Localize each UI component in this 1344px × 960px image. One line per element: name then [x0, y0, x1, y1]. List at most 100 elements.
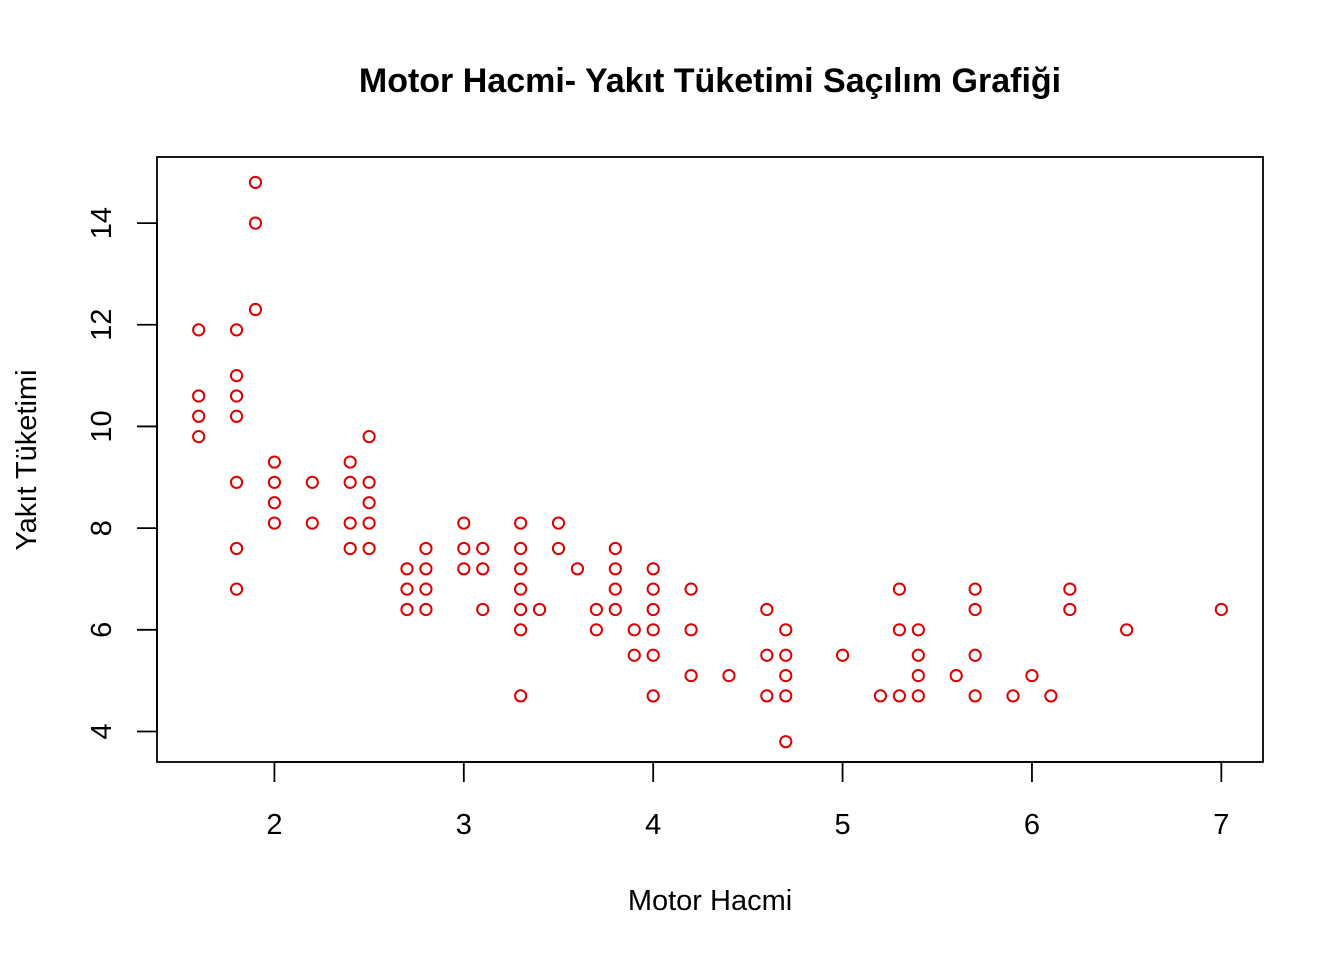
data-point — [400, 562, 414, 576]
y-tick-label: 12 — [86, 309, 118, 341]
data-point — [419, 541, 433, 556]
y-axis-label: Yakıt Tüketimi — [11, 369, 43, 550]
data-point — [760, 689, 774, 703]
data-point — [892, 689, 906, 703]
data-point — [684, 623, 698, 637]
data-points — [192, 175, 1228, 749]
data-point — [892, 623, 906, 637]
data-point — [192, 430, 206, 444]
data-point — [968, 602, 982, 617]
data-point — [968, 582, 982, 596]
data-point — [343, 516, 357, 530]
data-point — [1025, 668, 1039, 683]
data-point — [911, 689, 925, 703]
data-point — [514, 623, 528, 637]
data-point — [760, 602, 774, 617]
data-point — [305, 516, 319, 530]
data-point — [419, 582, 433, 596]
data-point — [476, 562, 490, 576]
y-tick-label: 8 — [86, 520, 118, 536]
data-point — [343, 475, 357, 489]
data-point — [1214, 602, 1228, 617]
data-point — [229, 323, 244, 337]
data-point — [608, 562, 622, 576]
x-tick-label: 5 — [834, 809, 850, 841]
data-point — [779, 689, 793, 703]
data-point — [551, 541, 566, 556]
data-point — [646, 648, 660, 662]
y-axis: 4 6 8 10 12 14 — [86, 207, 158, 740]
y-tick-label: 10 — [86, 410, 118, 442]
data-point — [911, 623, 925, 637]
data-point — [968, 648, 982, 662]
data-point — [627, 648, 641, 662]
data-point — [608, 582, 622, 596]
data-point — [911, 648, 925, 662]
data-point — [514, 582, 528, 596]
data-point — [476, 602, 490, 617]
data-point — [343, 455, 357, 469]
x-tick-label: 3 — [456, 809, 472, 841]
data-point — [457, 541, 471, 556]
plot-frame — [156, 156, 1264, 763]
data-point — [1120, 623, 1134, 637]
data-point — [229, 389, 244, 403]
data-point — [400, 582, 414, 596]
data-point — [968, 689, 982, 703]
data-point — [419, 562, 433, 576]
data-point — [570, 562, 585, 576]
x-axis-label: Motor Hacmi — [628, 885, 792, 917]
data-point — [684, 582, 698, 596]
data-point — [362, 516, 376, 530]
data-point — [646, 602, 660, 617]
data-point — [514, 689, 528, 703]
data-point — [229, 409, 244, 423]
data-point — [551, 516, 566, 530]
data-point — [608, 602, 622, 617]
x-tick-label: 2 — [266, 809, 282, 841]
data-point — [627, 623, 641, 637]
data-point — [229, 541, 244, 556]
data-point — [229, 475, 244, 489]
data-point — [646, 623, 660, 637]
data-point — [1063, 582, 1077, 596]
data-point — [589, 623, 603, 637]
data-point — [779, 668, 793, 683]
data-point — [646, 689, 660, 703]
x-tick-label: 6 — [1024, 809, 1040, 841]
data-point — [267, 496, 282, 510]
data-point — [1006, 689, 1020, 703]
data-point — [779, 623, 793, 637]
data-point — [722, 668, 736, 683]
y-tick-label: 4 — [86, 723, 118, 739]
data-point — [267, 516, 282, 530]
data-point — [779, 735, 793, 749]
data-point — [1063, 602, 1077, 617]
data-point — [532, 602, 547, 617]
data-point — [1044, 689, 1058, 703]
data-point — [400, 602, 414, 617]
chart-title: Motor Hacmi- Yakıt Tüketimi Saçılım Graf… — [359, 62, 1061, 100]
data-point — [760, 648, 774, 662]
data-point — [514, 541, 528, 556]
data-point — [305, 475, 319, 489]
data-point — [646, 582, 660, 596]
data-point — [192, 409, 206, 423]
data-point — [892, 582, 906, 596]
data-point — [589, 602, 603, 617]
data-point — [248, 175, 263, 190]
data-point — [229, 369, 244, 383]
data-point — [476, 541, 490, 556]
data-point — [873, 689, 888, 703]
x-axis: 2 3 4 5 6 7 — [266, 761, 1229, 841]
x-tick-label: 7 — [1213, 809, 1229, 841]
data-point — [911, 668, 925, 683]
data-point — [267, 475, 282, 489]
data-point — [514, 602, 528, 617]
data-point — [514, 516, 528, 530]
data-point — [419, 602, 433, 617]
data-point — [949, 668, 963, 683]
data-point — [362, 541, 376, 556]
data-point — [684, 668, 698, 683]
